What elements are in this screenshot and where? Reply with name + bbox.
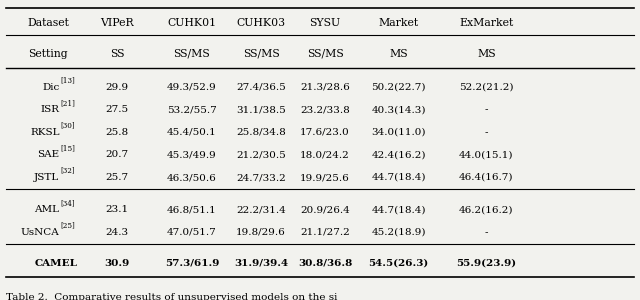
Text: SS/MS: SS/MS: [173, 49, 211, 58]
Text: 30.9: 30.9: [104, 259, 130, 268]
Text: 23.2/33.8: 23.2/33.8: [300, 105, 350, 114]
Text: 22.2/31.4: 22.2/31.4: [236, 206, 286, 214]
Text: JSTL: JSTL: [35, 173, 60, 182]
Text: SAE: SAE: [37, 151, 60, 160]
Text: 44.7(18.4): 44.7(18.4): [371, 173, 426, 182]
Text: 20.9/26.4: 20.9/26.4: [300, 206, 350, 214]
Text: [21]: [21]: [60, 99, 75, 107]
Text: 46.4(16.7): 46.4(16.7): [459, 173, 514, 182]
Text: [30]: [30]: [60, 122, 75, 129]
Text: 24.7/33.2: 24.7/33.2: [236, 173, 286, 182]
Text: 21.1/27.2: 21.1/27.2: [300, 228, 350, 237]
Text: AML: AML: [35, 206, 60, 214]
Text: UsNCA: UsNCA: [20, 228, 60, 237]
Text: 29.9: 29.9: [106, 83, 129, 92]
Text: 53.2/55.7: 53.2/55.7: [167, 105, 217, 114]
Text: ISR: ISR: [40, 105, 60, 114]
Text: MS: MS: [389, 49, 408, 58]
Text: -: -: [484, 228, 488, 237]
Text: 44.0(15.1): 44.0(15.1): [459, 151, 514, 160]
Text: [15]: [15]: [60, 144, 75, 152]
Text: Market: Market: [379, 17, 419, 28]
Text: VIPeR: VIPeR: [100, 17, 134, 28]
Text: SS: SS: [110, 49, 124, 58]
Text: Dataset: Dataset: [27, 17, 69, 28]
Text: 52.2(21.2): 52.2(21.2): [459, 83, 514, 92]
Text: SS/MS: SS/MS: [243, 49, 280, 58]
Text: MS: MS: [477, 49, 496, 58]
Text: Table 2.  Comparative results of unsupervised models on the si: Table 2. Comparative results of unsuperv…: [6, 293, 338, 300]
Text: RKSL: RKSL: [30, 128, 60, 137]
Text: 21.3/28.6: 21.3/28.6: [300, 83, 350, 92]
Text: 18.0/24.2: 18.0/24.2: [300, 151, 350, 160]
Text: [34]: [34]: [60, 199, 75, 207]
Text: 47.0/51.7: 47.0/51.7: [167, 228, 217, 237]
Text: 21.2/30.5: 21.2/30.5: [236, 151, 286, 160]
Text: 46.8/51.1: 46.8/51.1: [167, 206, 217, 214]
Text: [25]: [25]: [60, 221, 75, 230]
Text: 57.3/61.9: 57.3/61.9: [165, 259, 219, 268]
Text: 19.9/25.6: 19.9/25.6: [300, 173, 350, 182]
Text: 24.3: 24.3: [106, 228, 129, 237]
Text: SYSU: SYSU: [310, 17, 340, 28]
Text: 49.3/52.9: 49.3/52.9: [167, 83, 217, 92]
Text: SS/MS: SS/MS: [307, 49, 344, 58]
Text: 25.8: 25.8: [106, 128, 129, 137]
Text: 19.8/29.6: 19.8/29.6: [236, 228, 286, 237]
Text: 45.4/50.1: 45.4/50.1: [167, 128, 217, 137]
Text: 45.2(18.9): 45.2(18.9): [371, 228, 426, 237]
Text: 50.2(22.7): 50.2(22.7): [371, 83, 426, 92]
Text: 46.2(16.2): 46.2(16.2): [459, 206, 514, 214]
Text: Setting: Setting: [28, 49, 68, 58]
Text: 17.6/23.0: 17.6/23.0: [300, 128, 350, 137]
Text: ExMarket: ExMarket: [460, 17, 513, 28]
Text: 27.5: 27.5: [106, 105, 129, 114]
Text: 42.4(16.2): 42.4(16.2): [371, 151, 426, 160]
Text: 46.3/50.6: 46.3/50.6: [167, 173, 217, 182]
Text: -: -: [484, 128, 488, 137]
Text: -: -: [484, 105, 488, 114]
Text: 54.5(26.3): 54.5(26.3): [369, 259, 429, 268]
Text: 25.7: 25.7: [106, 173, 129, 182]
Text: 20.7: 20.7: [106, 151, 129, 160]
Text: 27.4/36.5: 27.4/36.5: [236, 83, 286, 92]
Text: 25.8/34.8: 25.8/34.8: [236, 128, 286, 137]
Text: CUHK03: CUHK03: [237, 17, 285, 28]
Text: 23.1: 23.1: [106, 206, 129, 214]
Text: 30.8/36.8: 30.8/36.8: [298, 259, 352, 268]
Text: 45.3/49.9: 45.3/49.9: [167, 151, 217, 160]
Text: 55.9(23.9): 55.9(23.9): [456, 259, 516, 268]
Text: 31.1/38.5: 31.1/38.5: [236, 105, 286, 114]
Text: 44.7(18.4): 44.7(18.4): [371, 206, 426, 214]
Text: Dic: Dic: [42, 83, 60, 92]
Text: CUHK01: CUHK01: [168, 17, 216, 28]
Text: [32]: [32]: [60, 167, 75, 175]
Text: 40.3(14.3): 40.3(14.3): [371, 105, 426, 114]
Text: 31.9/39.4: 31.9/39.4: [234, 259, 288, 268]
Text: CAMEL: CAMEL: [35, 259, 78, 268]
Text: [13]: [13]: [60, 76, 75, 84]
Text: 34.0(11.0): 34.0(11.0): [371, 128, 426, 137]
